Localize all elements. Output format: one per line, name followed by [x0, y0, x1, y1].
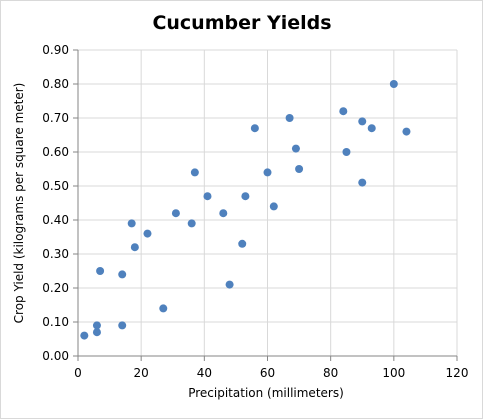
data-points [80, 80, 411, 340]
data-point [241, 192, 250, 201]
data-point [127, 219, 136, 228]
data-point [130, 243, 139, 252]
data-point [285, 114, 294, 122]
data-point [250, 124, 259, 133]
y-tick-label: 0.70 [42, 111, 69, 125]
data-point [118, 321, 127, 330]
x-tick-label: 100 [382, 366, 405, 380]
x-tick-label: 80 [323, 366, 338, 380]
y-tick-label: 0.10 [42, 315, 69, 329]
x-tick-label: 40 [197, 366, 212, 380]
data-point [159, 304, 168, 313]
y-tick-label: 0.30 [42, 247, 69, 261]
data-point [269, 202, 278, 211]
data-point [291, 144, 300, 153]
data-point [402, 127, 411, 136]
data-point [219, 209, 228, 218]
data-point [80, 331, 89, 340]
y-tick-label: 0.50 [42, 179, 69, 193]
x-axis-label: Precipitation (millimeters) [188, 386, 344, 400]
data-point [203, 192, 212, 201]
data-point [367, 124, 376, 133]
y-tick-label: 0.60 [42, 145, 69, 159]
data-point [96, 267, 105, 275]
x-axis-ticks: 0 20 40 60 80 100 120 [74, 356, 468, 380]
gridlines [78, 49, 458, 356]
data-point [263, 168, 272, 177]
x-tick-label: 20 [134, 366, 149, 380]
y-axis-ticks: 0.00 0.10 0.20 0.30 0.40 0.50 0.60 0.70 0.80 0.90 [42, 43, 78, 363]
data-point [225, 280, 234, 289]
data-point [143, 229, 152, 238]
y-tick-label: 0.20 [42, 281, 69, 295]
data-point [92, 328, 101, 337]
x-tick-label: 60 [260, 366, 275, 380]
data-point [187, 219, 196, 228]
data-point [190, 168, 199, 177]
y-tick-label: 0.40 [42, 213, 69, 227]
data-point [92, 321, 101, 330]
x-tick-label: 0 [74, 366, 82, 380]
data-point [342, 148, 351, 156]
chart-title: Cucumber Yields [152, 12, 331, 34]
data-point [171, 209, 180, 218]
y-axis-label: Crop Yield (kilograms per square meter) [12, 83, 26, 324]
data-point [389, 80, 398, 88]
y-tick-label: 0.00 [42, 349, 69, 363]
y-tick-label: 0.80 [42, 77, 69, 91]
data-point [358, 117, 367, 126]
data-point [339, 107, 348, 116]
x-tick-label: 120 [446, 366, 469, 380]
data-point [238, 239, 247, 248]
y-tick-label: 0.90 [42, 43, 69, 57]
data-point [295, 165, 304, 173]
data-point [118, 270, 127, 279]
data-point [358, 178, 367, 187]
